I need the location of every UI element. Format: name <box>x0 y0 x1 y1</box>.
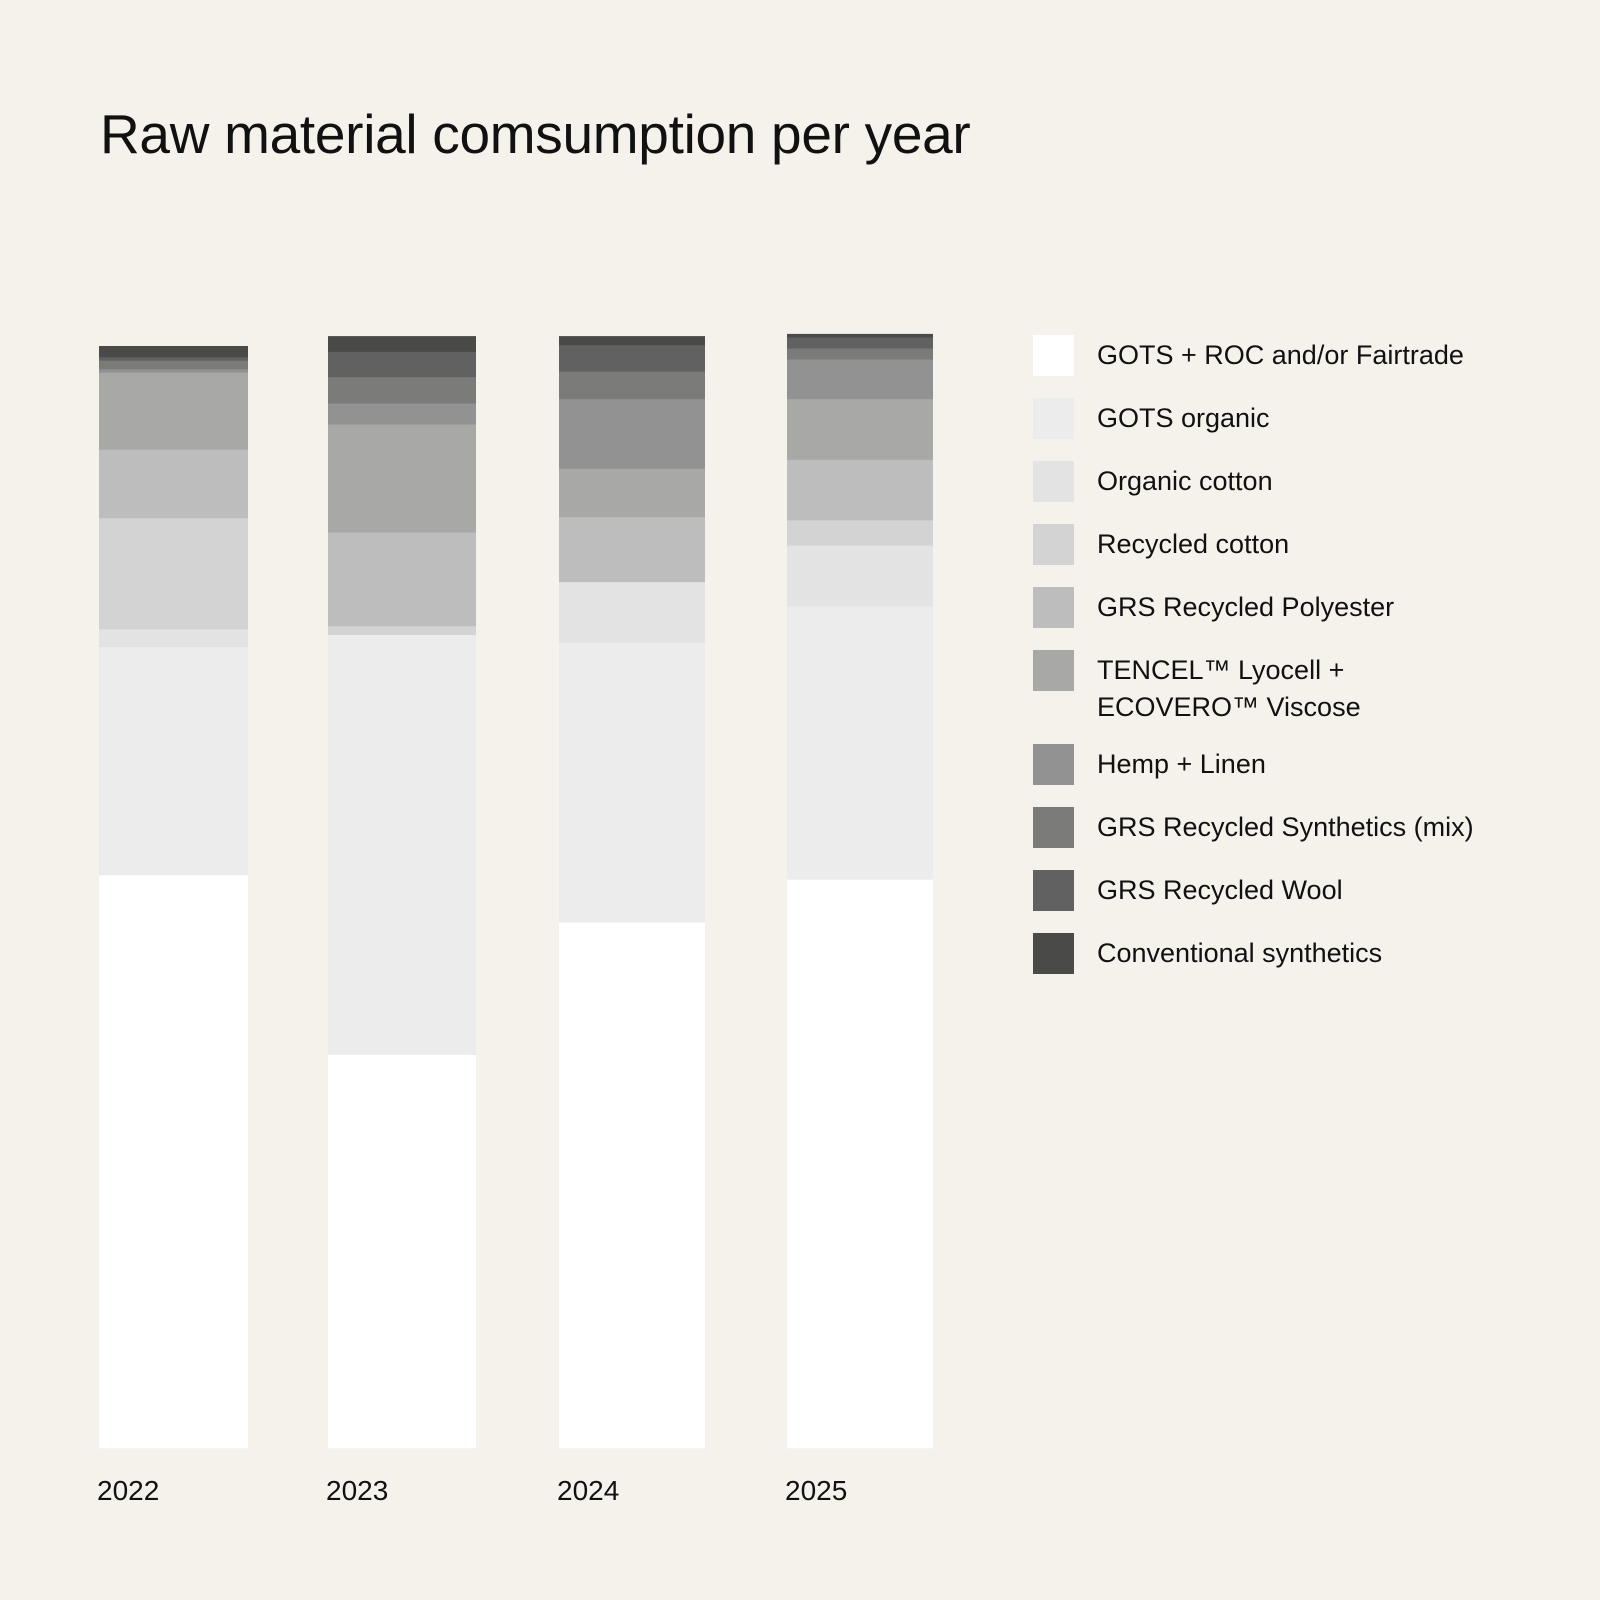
bar-segment-2022-5 <box>99 372 248 450</box>
bar-segment-2023-8 <box>328 351 476 378</box>
bar-segment-2023-6 <box>328 403 476 425</box>
legend-item: Conventional synthetics <box>1033 933 1553 974</box>
bar-segment-2024-5 <box>559 468 705 518</box>
bar-segment-2022-4 <box>99 449 248 519</box>
bar-segment-2025-9 <box>787 333 933 338</box>
x-tick-label: 2024 <box>557 1475 619 1506</box>
legend-item: Hemp + Linen <box>1033 744 1553 785</box>
bar-segment-2024-6 <box>559 398 705 469</box>
bar-segment-2024-1 <box>559 642 705 923</box>
legend-swatch <box>1033 933 1074 974</box>
legend-label: Organic cotton <box>1097 466 1273 496</box>
legend-label: GOTS organic <box>1097 403 1270 433</box>
bar-segment-2025-4 <box>787 459 933 521</box>
bar-segment-2023-0 <box>328 1054 476 1449</box>
bar-segment-2025-8 <box>787 337 933 349</box>
bar-segment-2023-9 <box>328 336 476 352</box>
legend-label: GRS Recycled Wool <box>1097 875 1343 905</box>
x-tick-label: 2022 <box>97 1475 159 1506</box>
legend-label: GOTS + ROC and/or Fairtrade <box>1097 340 1464 370</box>
bar-segment-2023-4 <box>328 532 476 627</box>
legend-item: GOTS + ROC and/or Fairtrade <box>1033 335 1553 376</box>
legend-swatch <box>1033 807 1074 848</box>
bar-segment-2025-5 <box>787 398 933 460</box>
legend-swatch <box>1033 870 1074 911</box>
legend-label: GRS Recycled Synthetics (mix) <box>1097 812 1474 842</box>
x-tick-label: 2025 <box>785 1475 847 1506</box>
bar-segment-2024-2 <box>559 581 705 643</box>
bar-segment-2025-0 <box>787 879 933 1449</box>
legend-swatch <box>1033 335 1074 376</box>
legend-label: Conventional synthetics <box>1097 938 1383 968</box>
legend-item: GRS Recycled Synthetics (mix) <box>1033 807 1553 848</box>
legend-label: GRS Recycled Polyester <box>1097 592 1395 622</box>
legend-label: TENCEL™ Lyocell + ECOVERO™ Viscose <box>1097 655 1361 722</box>
bar-segment-2022-2 <box>99 629 248 648</box>
stacked-bar-chart: 2022 2023 2024 2025 <box>97 333 933 1506</box>
legend-swatch <box>1033 650 1074 691</box>
legend-label: Hemp + Linen <box>1097 749 1266 779</box>
bar-segment-2025-7 <box>787 348 933 360</box>
legend-swatch <box>1033 587 1074 628</box>
bar-segment-2022-0 <box>99 875 248 1449</box>
bar-segment-2025-1 <box>787 606 933 880</box>
bar-segment-2023-7 <box>328 376 476 404</box>
bar-segment-2023-1 <box>328 634 476 1055</box>
bar-segment-2022-3 <box>99 517 248 630</box>
legend-item: GRS Recycled Wool <box>1033 870 1553 911</box>
chart-title: Raw material comsumption per year <box>100 103 971 165</box>
bar-segment-2025-2 <box>787 545 933 607</box>
bar-segment-2025-6 <box>787 359 933 400</box>
bar-segment-2024-8 <box>559 344 705 372</box>
legend-swatch <box>1033 744 1074 785</box>
legend-item: Recycled cotton <box>1033 524 1553 565</box>
x-tick-label: 2023 <box>326 1475 388 1506</box>
bar-segment-2022-7 <box>99 360 248 370</box>
legend-item: TENCEL™ Lyocell + ECOVERO™ Viscose <box>1033 650 1553 726</box>
legend-item: GOTS organic <box>1033 398 1553 439</box>
bar-segment-2025-3 <box>787 520 933 546</box>
bar-segment-2024-4 <box>559 516 705 583</box>
bar-segment-2024-9 <box>559 336 705 346</box>
legend-item: GRS Recycled Polyester <box>1033 587 1553 628</box>
bar-segment-2024-7 <box>559 371 705 400</box>
legend-swatch <box>1033 398 1074 439</box>
bar-segment-2022-8 <box>99 357 248 361</box>
legend-label: Recycled cotton <box>1097 529 1290 559</box>
bar-segment-2022-9 <box>99 346 248 358</box>
bar-segment-2022-6 <box>99 369 248 373</box>
bar-segment-2022-1 <box>99 646 248 876</box>
legend-swatch <box>1033 461 1074 502</box>
legend-swatch <box>1033 524 1074 565</box>
bar-segment-2023-5 <box>328 424 476 533</box>
bar-segment-2024-0 <box>559 922 705 1449</box>
legend-item: Organic cotton <box>1033 461 1553 502</box>
bar-segment-2023-3 <box>328 625 476 635</box>
